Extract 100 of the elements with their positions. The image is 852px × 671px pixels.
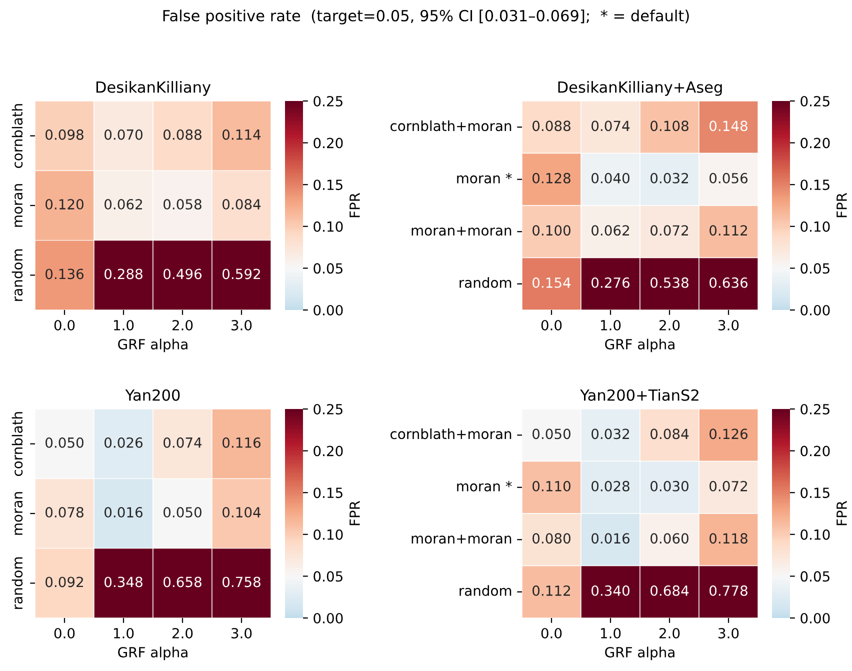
- x-axis-title: GRF alpha: [605, 338, 674, 352]
- data-label: 0.062: [104, 199, 142, 210]
- chart-title: DesikanKilliany: [96, 81, 211, 96]
- data-label: 0.062: [592, 225, 629, 236]
- color-bar-title: FPR: [350, 192, 360, 218]
- data-label: 0.088: [164, 129, 202, 140]
- x-axis-title: GRF alpha: [118, 338, 188, 352]
- data-label: 0.098: [46, 129, 84, 140]
- color-bar-label: 0.20: [800, 138, 830, 148]
- x-tick-label: 3.0: [232, 320, 252, 330]
- color-bar-label: 0.25: [314, 96, 342, 106]
- color-bar-label: 0.10: [314, 529, 343, 540]
- color-bar-label: 0.10: [800, 221, 830, 232]
- color-bar-label: 0.00: [314, 304, 343, 316]
- y-tick-label: random: [460, 585, 512, 596]
- chart-title: Yan200: [125, 389, 180, 401]
- y-tick-label: random: [12, 557, 23, 609]
- x-tick-label: 2.0: [172, 628, 193, 638]
- data-label: 0.040: [592, 172, 630, 184]
- data-label: 0.084: [222, 199, 261, 210]
- y-tick-label: cornblath+moran: [390, 120, 512, 132]
- y-tick-label: moran: [14, 184, 23, 227]
- chart-title: Yan200+TianS2: [580, 389, 698, 401]
- data-label: 0.116: [222, 437, 261, 448]
- color-bar-label: 0.10: [314, 221, 343, 232]
- data-label: 0.070: [104, 129, 142, 140]
- data-label: 0.032: [650, 172, 688, 184]
- data-label: 0.154: [532, 277, 571, 288]
- color-bar-label: 0.20: [314, 138, 343, 148]
- x-tick-label: 3.0: [718, 320, 739, 330]
- data-label: 0.074: [164, 437, 202, 448]
- data-label: 0.030: [650, 480, 688, 492]
- x-tick-label: 1.0: [600, 628, 621, 638]
- data-label: 0.032: [592, 428, 629, 440]
- data-label: 0.060: [650, 533, 688, 544]
- color-bar-label: 0.25: [314, 404, 342, 414]
- color-bar-label: 0.25: [800, 96, 830, 106]
- x-tick-label: 0.0: [54, 320, 75, 330]
- x-tick-label: 1.0: [114, 628, 134, 638]
- color-bar-label: 0.00: [800, 612, 830, 624]
- x-tick-label: 3.0: [232, 628, 252, 638]
- text: False positive rate (target=0.05, 95% CI [0.031–0.069]; * = default): [163, 10, 689, 24]
- data-label: 0.276: [592, 277, 630, 288]
- data-label: 0.348: [104, 576, 142, 588]
- color-bar-label: 0.10: [800, 529, 830, 540]
- data-label: 0.120: [46, 199, 84, 210]
- data-label: 0.148: [710, 120, 748, 132]
- data-label: 0.110: [532, 480, 570, 492]
- x-tick-label: 0.0: [54, 628, 75, 638]
- data-label: 0.050: [46, 437, 84, 448]
- data-label: 0.778: [710, 585, 748, 596]
- data-label: 0.128: [532, 172, 570, 184]
- data-label: 0.136: [46, 268, 84, 280]
- data-label: 0.636: [710, 277, 748, 288]
- x-axis-title: GRF alpha: [605, 646, 674, 660]
- data-label: 0.072: [650, 225, 688, 236]
- color-bar-label: 0.15: [314, 180, 342, 190]
- color-bar-label: 0.15: [800, 488, 830, 498]
- data-label: 0.016: [592, 533, 630, 544]
- data-label: 0.112: [532, 585, 570, 596]
- data-label: 0.092: [46, 576, 83, 588]
- y-tick-label: cornblath: [12, 412, 23, 476]
- color-bar-label: 0.20: [314, 446, 343, 456]
- data-label: 0.658: [164, 576, 202, 588]
- x-tick-label: 2.0: [659, 320, 680, 330]
- chart-title: DesikanKilliany+Aseg: [558, 81, 722, 96]
- data-label: 0.074: [592, 120, 630, 132]
- data-label: 0.050: [164, 507, 202, 518]
- data-label: 0.084: [650, 428, 689, 440]
- color-bar-label: 0.15: [314, 488, 342, 498]
- color-bar-label: 0.05: [800, 571, 830, 582]
- color-bar-label: 0.00: [314, 612, 343, 624]
- data-label: 0.028: [592, 480, 630, 492]
- color-bar-label: 0.05: [314, 571, 342, 582]
- color-bar-label: 0.00: [800, 304, 830, 316]
- x-tick-label: 0.0: [541, 628, 562, 638]
- color-bar-label: 0.25: [800, 404, 830, 414]
- color-bar-label: 0.05: [314, 263, 342, 274]
- data-label: 0.080: [532, 533, 570, 544]
- y-tick-label: moran *: [457, 172, 512, 184]
- color-bar-label: 0.05: [800, 263, 830, 274]
- x-tick-label: 1.0: [114, 320, 134, 330]
- x-tick-label: 0.0: [541, 320, 562, 330]
- y-tick-label: moran+moran: [412, 226, 512, 236]
- data-label: 0.058: [164, 199, 202, 210]
- color-bar-title: FPR: [836, 192, 847, 218]
- data-label: 0.078: [46, 507, 84, 518]
- color-bar-label: 0.20: [800, 446, 830, 456]
- data-label: 0.288: [104, 268, 142, 280]
- y-tick-label: moran *: [457, 480, 512, 492]
- y-tick-label: moran: [14, 492, 23, 535]
- x-tick-label: 1.0: [600, 320, 621, 330]
- data-label: 0.026: [104, 437, 143, 448]
- data-label: 0.072: [710, 480, 747, 492]
- data-label: 0.112: [710, 225, 747, 236]
- data-label: 0.118: [710, 533, 748, 544]
- y-tick-label: cornblath+moran: [390, 428, 512, 440]
- data-label: 0.592: [222, 268, 260, 280]
- data-label: 0.050: [532, 428, 570, 440]
- x-tick-label: 3.0: [718, 628, 739, 638]
